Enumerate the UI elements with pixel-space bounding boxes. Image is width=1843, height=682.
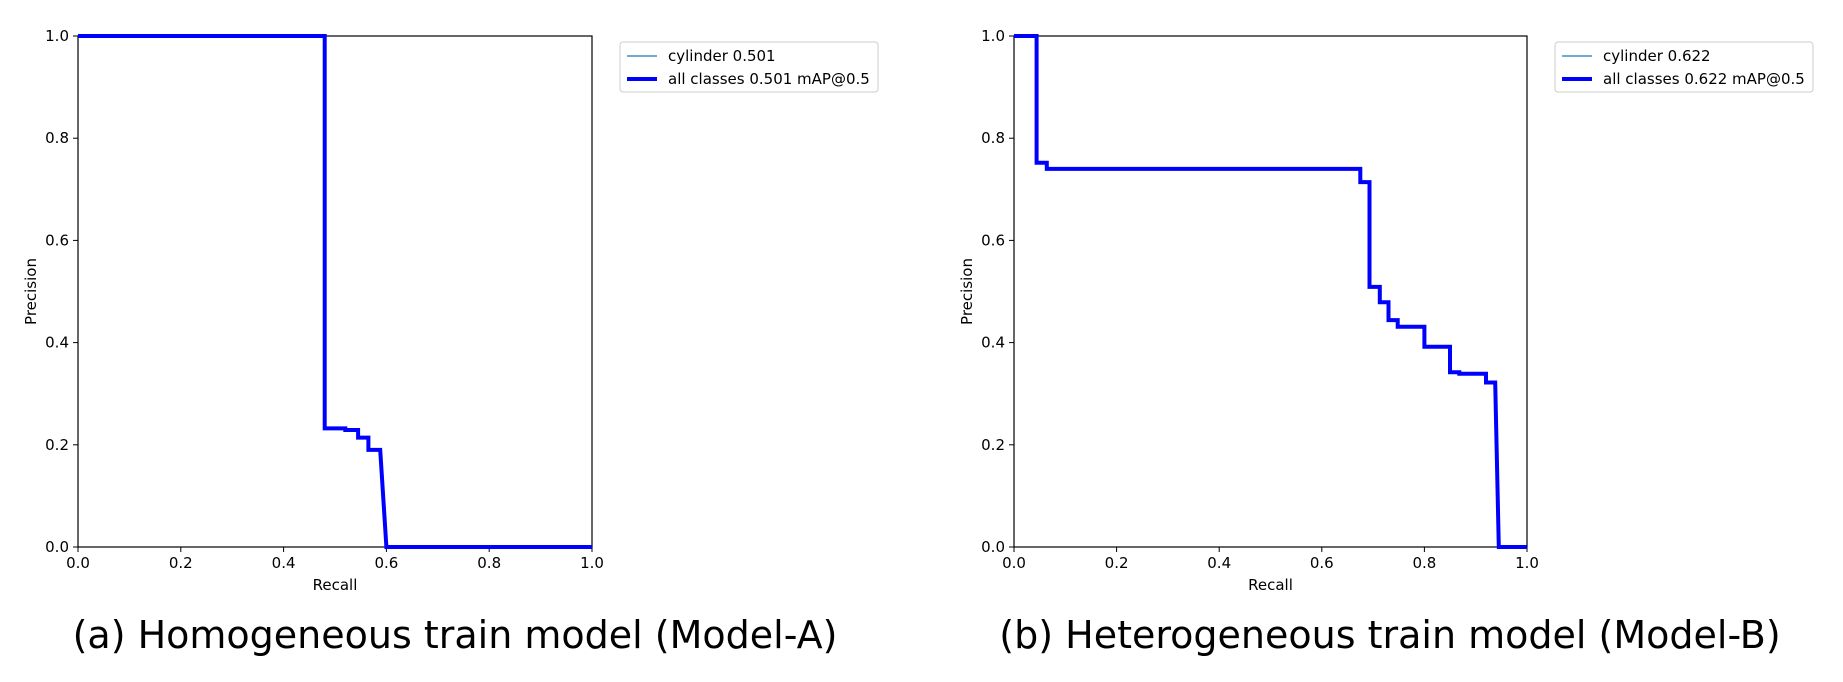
legend: cylinder 0.501 all classes 0.501 mAP@0.5	[619, 41, 879, 93]
legend-box	[619, 41, 879, 93]
chart-panel-a: 0.0 0.2 0.4 0.6 0.8 1.0 0.0 0.2 0.4 0.6 0.8 1.0 Reca…	[22, 27, 879, 657]
y-tick-label: 1.0	[45, 27, 69, 45]
panel-caption: (b) Heterogeneous train model (Model-B)	[999, 613, 1780, 657]
legend-entry-label: cylinder 0.501	[668, 47, 776, 65]
panel-caption: (a) Homogeneous train model (Model-A)	[73, 613, 838, 657]
series-line-all-classes	[1014, 34, 1527, 549]
y-tick-label: 0.8	[45, 129, 69, 147]
y-axis-title: Precision	[22, 258, 40, 325]
x-tick-label: 0.4	[1207, 554, 1231, 572]
x-tick-label: 0.6	[374, 554, 398, 572]
y-tick-label: 0.4	[45, 334, 69, 352]
series-line-cylinder	[78, 35, 592, 548]
y-tick-label: 0.2	[981, 436, 1005, 454]
series-line-cylinder	[1014, 35, 1527, 548]
y-tick-label: 0.2	[45, 436, 69, 454]
y-tick-label: 0.6	[981, 231, 1005, 249]
x-tick-label: 0.4	[272, 554, 296, 572]
legend: cylinder 0.622 all classes 0.622 mAP@0.5	[1554, 41, 1814, 93]
legend-entry-label: cylinder 0.622	[1603, 47, 1711, 65]
series-line-all-classes	[78, 34, 592, 549]
x-tick-label: 1.0	[1515, 554, 1539, 572]
y-tick-label: 0.6	[45, 231, 69, 249]
y-tick-label: 0.0	[45, 538, 69, 556]
x-tick-label: 0.2	[1105, 554, 1129, 572]
x-tick-label: 0.8	[1412, 554, 1436, 572]
y-axis-title: Precision	[958, 258, 976, 325]
legend-entry-label: all classes 0.501 mAP@0.5	[668, 70, 870, 88]
chart-panel-b: 0.0 0.2 0.4 0.6 0.8 1.0 0.0 0.2 0.4 0.6 0.8 1.0 Reca…	[958, 27, 1814, 657]
x-axis-title: Recall	[313, 576, 358, 594]
x-tick-label: 0.2	[169, 554, 193, 572]
legend-entry-label: all classes 0.622 mAP@0.5	[1603, 70, 1805, 88]
plot-area-frame	[77, 35, 593, 548]
x-tick-label: 0.6	[1310, 554, 1334, 572]
x-axis-title: Recall	[1248, 576, 1293, 594]
y-tick-label: 0.8	[981, 129, 1005, 147]
legend-box	[1554, 41, 1814, 93]
plot-area-frame	[1013, 35, 1528, 548]
x-tick-label: 0.0	[1002, 554, 1026, 572]
y-tick-label: 0.4	[981, 334, 1005, 352]
x-tick-label: 1.0	[580, 554, 604, 572]
y-tick-label: 0.0	[981, 538, 1005, 556]
y-tick-label: 1.0	[981, 27, 1005, 45]
x-tick-label: 0.0	[66, 554, 90, 572]
x-tick-label: 0.8	[477, 554, 501, 572]
